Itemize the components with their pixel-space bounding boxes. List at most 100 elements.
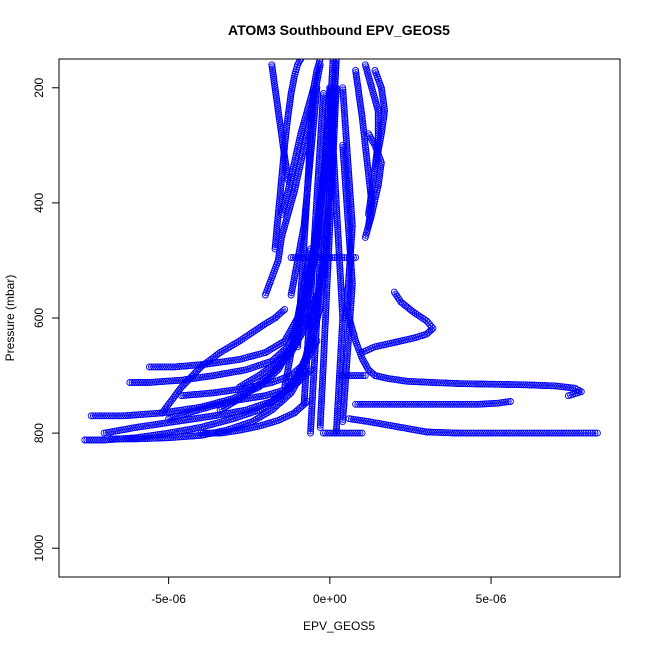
data-point [307, 129, 315, 137]
data-point [273, 228, 281, 236]
data-point [331, 108, 339, 116]
data-point [315, 161, 323, 169]
data-point [303, 194, 311, 202]
data-point [277, 187, 284, 195]
data-point [321, 324, 329, 332]
data-point [296, 59, 304, 65]
data-point [322, 150, 330, 158]
data-point [113, 435, 121, 443]
data-point [322, 304, 330, 312]
data-point [305, 318, 313, 326]
data-point [229, 356, 237, 364]
data-point [221, 358, 228, 366]
data-point [318, 395, 326, 403]
data-point [310, 86, 318, 94]
data-point [344, 292, 351, 300]
data-point [534, 429, 542, 437]
data-point [333, 219, 341, 227]
data-point [319, 373, 327, 381]
data-point [359, 117, 367, 125]
data-point [273, 226, 281, 233]
data-point [320, 190, 328, 198]
data-point [203, 429, 211, 437]
data-point [333, 210, 341, 218]
data-point [365, 177, 373, 185]
data-point [314, 296, 322, 304]
data-point [304, 172, 312, 180]
data-point [347, 244, 355, 252]
data-point [440, 400, 448, 408]
data-point [322, 146, 330, 154]
data-point [470, 380, 478, 388]
data-point [351, 372, 358, 380]
data-point [178, 362, 185, 370]
data-point [214, 429, 222, 437]
data-point [271, 245, 279, 253]
data-point [328, 182, 336, 190]
data-point [275, 341, 283, 348]
data-point [328, 168, 336, 176]
data-point [399, 377, 407, 385]
data-point [291, 254, 299, 262]
data-point [330, 131, 338, 139]
data-point [313, 187, 321, 195]
data-point [169, 377, 177, 385]
data-point [307, 418, 315, 426]
data-point [254, 414, 262, 422]
data-point [491, 399, 499, 407]
data-point [306, 140, 314, 148]
data-point [313, 189, 321, 197]
data-point [335, 243, 343, 251]
data-point [547, 429, 555, 437]
data-point [564, 384, 572, 391]
data-point [314, 301, 322, 309]
data-point [308, 108, 316, 115]
data-point [332, 64, 340, 72]
data-point [277, 180, 285, 188]
data-point [466, 380, 473, 388]
data-point [448, 379, 456, 387]
data-point [306, 144, 314, 152]
data-point [203, 373, 211, 380]
data-point [335, 378, 343, 386]
data-point [470, 429, 478, 437]
data-point [332, 59, 340, 67]
data-point [392, 290, 400, 298]
data-point [313, 318, 321, 326]
data-point [156, 409, 164, 417]
data-point [340, 104, 348, 111]
data-point [323, 278, 331, 286]
data-point [500, 429, 508, 437]
data-point [326, 222, 334, 230]
data-point [335, 239, 342, 247]
data-point [261, 320, 269, 328]
data-point [152, 363, 160, 371]
data-point [368, 136, 376, 144]
data-point [323, 284, 331, 292]
data-point [337, 349, 345, 357]
data-point [322, 307, 330, 315]
data-point [173, 417, 181, 425]
data-point [220, 404, 228, 412]
data-point [311, 232, 318, 240]
data-point [339, 88, 347, 96]
data-point [346, 182, 354, 190]
data-point [347, 204, 355, 212]
data-point [156, 363, 164, 371]
data-point [317, 406, 325, 414]
data-point [322, 161, 329, 169]
data-point [552, 429, 559, 437]
data-point [347, 248, 355, 256]
series-13 [271, 59, 305, 253]
data-point [408, 378, 415, 385]
data-point [421, 316, 429, 324]
data-point [327, 193, 335, 201]
data-point [327, 191, 335, 199]
data-point [325, 231, 333, 239]
data-point [307, 133, 315, 141]
data-point [208, 389, 216, 397]
data-point [343, 354, 351, 362]
data-point [313, 305, 321, 313]
data-point [330, 126, 338, 134]
data-point [307, 292, 315, 300]
